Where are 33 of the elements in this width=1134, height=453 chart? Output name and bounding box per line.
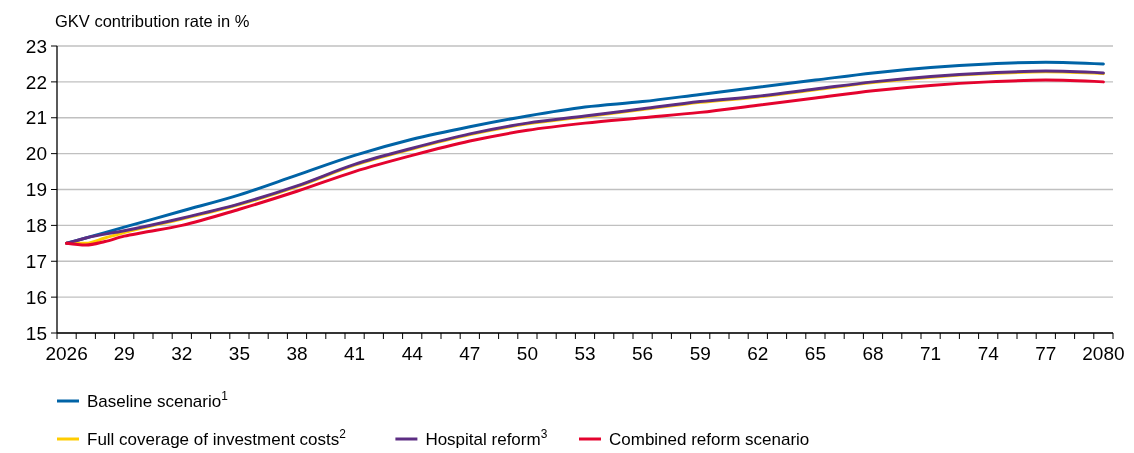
x-tick-label: 59 [689,343,711,364]
x-tick-label: 44 [401,343,424,364]
x-tick-label: 2026 [45,343,88,364]
x-tick-label: 32 [171,343,193,364]
x-tick-label: 62 [747,343,769,364]
x-tick-label: 71 [920,343,942,364]
y-tick-label: 18 [25,215,47,237]
x-tick-label: 77 [1035,343,1057,364]
y-tick-label: 17 [25,250,47,272]
x-tick-label: 74 [977,343,1000,364]
y-tick-label: 19 [25,179,47,201]
legend-label: Baseline scenario$^{1}$ [87,388,229,411]
x-tick-label: 65 [804,343,826,364]
x-tick-label: 35 [228,343,250,364]
x-tick-label: 38 [286,343,308,364]
y-tick-label: 20 [25,143,47,165]
legend-label: Hospital reform$^{3}$ [425,426,548,449]
x-tick-label: 50 [516,343,538,364]
x-tick-label: 68 [862,343,884,364]
x-tick-label: 56 [632,343,654,364]
x-tick-label: 41 [344,343,366,364]
y-tick-label: 15 [25,322,47,344]
y-tick-label: 16 [25,286,47,308]
x-tick-label: 29 [113,343,135,364]
legend-label: Combined reform scenario [609,429,810,449]
y-tick-label: 21 [25,107,47,129]
legend-label: Full coverage of investment costs$^{2}$ [87,426,347,449]
y-axis-title: GKV contribution rate in % [55,12,250,30]
x-tick-label: 53 [574,343,596,364]
y-tick-label: 22 [25,71,47,93]
y-tick-label: 23 [25,35,47,57]
x-tick-label: 47 [459,343,481,364]
x-tick-label: 2080 [1082,343,1125,364]
